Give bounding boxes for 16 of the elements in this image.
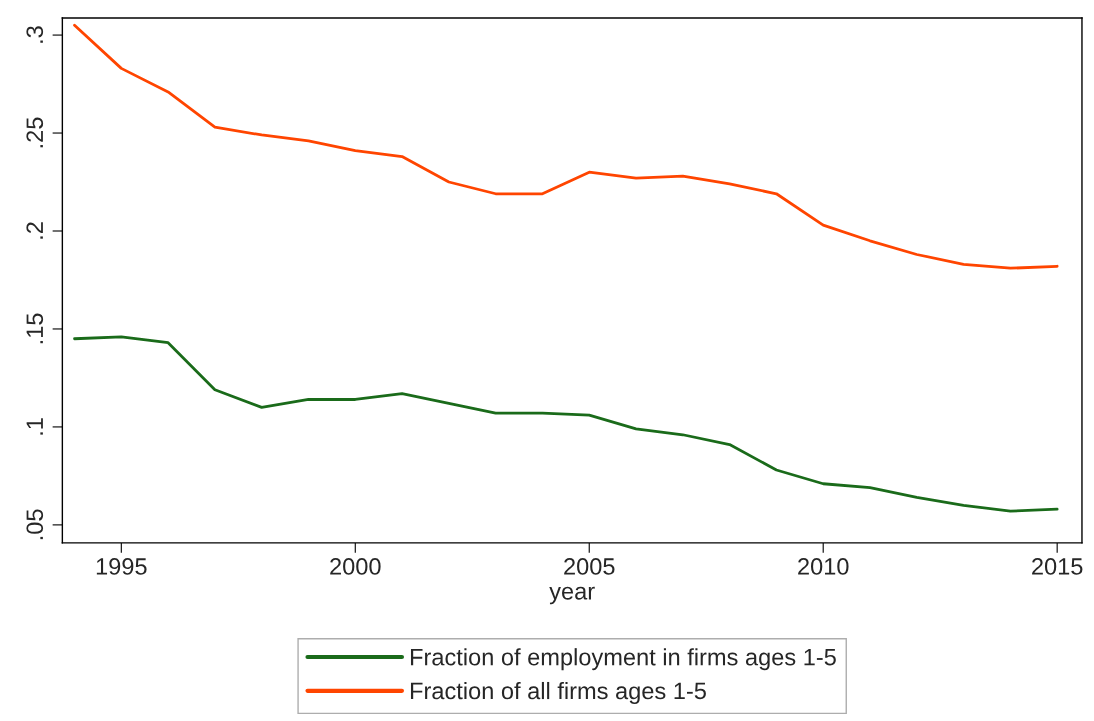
- x-tick-label: 2010: [798, 558, 849, 575]
- x-tick-label: 1995: [96, 558, 147, 575]
- legend-label: Fraction of employment in firms ages 1-5: [410, 648, 836, 671]
- y-tick-label: .25: [26, 117, 44, 148]
- legend-label: Fraction of all firms ages 1-5: [410, 681, 706, 704]
- y-tick-label: .05: [26, 509, 44, 540]
- y-tick-label: .15: [26, 313, 44, 344]
- x-tick-label: 2005: [564, 558, 615, 575]
- line-series: [73, 335, 1059, 513]
- line-series: [73, 23, 1059, 270]
- x-axis-title: year: [549, 586, 595, 605]
- y-tick-label: .3: [26, 26, 44, 43]
- y-tick-label: .2: [26, 222, 43, 239]
- x-tick-label: 2015: [1032, 558, 1083, 575]
- x-tick-label: 2000: [330, 558, 381, 575]
- y-tick-label: .1: [26, 418, 43, 435]
